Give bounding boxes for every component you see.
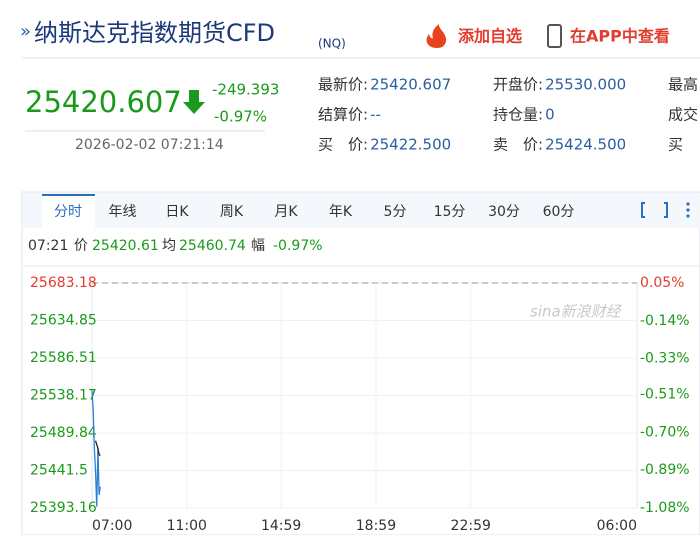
tab[interactable]: 分时 <box>54 204 82 220</box>
y2-tick-label: -0.14% <box>640 313 690 329</box>
y-tick-label: 25586.51 <box>30 350 97 366</box>
info-value: -- <box>370 106 381 124</box>
info-label: 买 价: <box>318 136 368 154</box>
y2-tick-label: -1.08% <box>640 500 690 516</box>
tab[interactable]: 年线 <box>109 204 137 220</box>
tab[interactable]: 5分 <box>384 204 407 220</box>
change-pct: -0.97% <box>214 108 267 126</box>
watermark: sina新浪财经 <box>530 303 623 321</box>
chart-panel <box>21 191 700 535</box>
tab[interactable]: 年K <box>329 204 353 220</box>
info-value: 25420.607 <box>370 76 451 94</box>
status-label: 价 <box>74 238 88 254</box>
change: -249.393 <box>212 81 279 99</box>
code: (NQ) <box>318 37 346 51</box>
tab[interactable]: 月K <box>274 204 298 220</box>
tab[interactable]: 周K <box>220 204 244 220</box>
phone-icon <box>547 24 562 48</box>
status-label: 均 <box>162 238 176 254</box>
tab[interactable]: 日K <box>165 204 189 220</box>
price: 25420.607 <box>25 85 182 119</box>
series-line <box>94 440 101 457</box>
info-label: 开盘价: <box>493 76 543 94</box>
info-value: 25422.500 <box>370 136 451 154</box>
add-favorite[interactable]: 添加自选 <box>458 27 522 46</box>
status-amp: -0.97% <box>273 238 323 254</box>
series-line <box>91 390 101 507</box>
y-tick-label: 25634.85 <box>30 312 97 328</box>
down-arrow <box>183 90 205 114</box>
status-avg: 25460.74 <box>179 238 246 254</box>
x-tick-label: 22:59 <box>451 518 491 534</box>
info-value: 25530.000 <box>545 76 626 94</box>
y2-tick-label: 0.05% <box>640 275 684 291</box>
icon: » <box>20 21 31 42</box>
status-time: 07:21 <box>28 238 68 254</box>
info-value: 0 <box>545 106 555 124</box>
more-icon[interactable] <box>686 202 690 206</box>
y-tick-label: 25489.84 <box>30 425 97 441</box>
status-price: 25420.61 <box>92 238 159 254</box>
active-tab <box>42 195 95 229</box>
x-tick-label: 18:59 <box>356 518 396 534</box>
info-label: 卖 价: <box>493 136 543 154</box>
info-label: 结算价: <box>318 106 368 124</box>
flame-icon <box>426 24 447 48</box>
tab[interactable]: 15分 <box>434 204 466 220</box>
status-label: 幅 <box>251 238 265 254</box>
title: 纳斯达克指数期货CFD <box>34 19 275 47</box>
y-tick-label: 25683.18 <box>30 275 97 291</box>
x-tick-label: 07:00 <box>92 518 132 534</box>
tab[interactable]: 30分 <box>488 204 520 220</box>
y2-tick-label: -0.51% <box>640 387 690 403</box>
info-label: 成交 <box>668 106 698 124</box>
tab[interactable]: 60分 <box>543 204 575 220</box>
y-tick-label: 25393.16 <box>30 500 97 516</box>
quote-time: 2026-02-02 07:21:14 <box>75 137 224 153</box>
info-value: 25424.500 <box>545 136 626 154</box>
more-icon <box>686 214 690 218</box>
x-tick-label: 06:00 <box>597 518 637 534</box>
x-tick-label: 14:59 <box>261 518 301 534</box>
info-label: 持仓量: <box>493 106 543 124</box>
y2-tick-label: -0.70% <box>640 424 690 440</box>
tab-bar <box>23 193 700 228</box>
info-label: 最高 <box>668 76 698 94</box>
info-label: 买 <box>668 136 683 154</box>
fullscreen-icon[interactable] <box>641 202 668 218</box>
y2-tick-label: -0.33% <box>640 351 690 367</box>
x-tick-label: 11:00 <box>167 518 207 534</box>
y2-tick-label: -0.89% <box>640 462 690 478</box>
y-tick-label: 25538.17 <box>30 388 97 404</box>
more-icon <box>686 208 690 212</box>
open-app[interactable]: 在APP中查看 <box>570 27 670 46</box>
info-label: 最新价: <box>318 76 368 94</box>
y-tick-label: 25441.5 <box>30 462 88 478</box>
